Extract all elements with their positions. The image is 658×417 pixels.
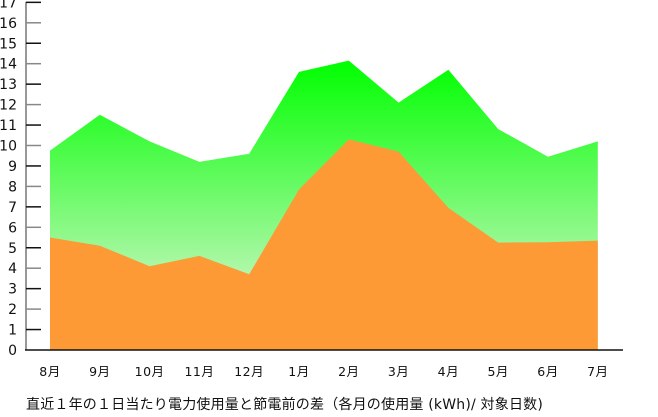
x-tick-label: 7月: [587, 364, 608, 379]
y-tick-label: 2: [8, 302, 17, 318]
x-tick-label: 11月: [184, 364, 214, 379]
x-tick-label: 4月: [438, 364, 459, 379]
y-tick-label: 12: [0, 98, 17, 114]
y-tick-label: 15: [0, 36, 17, 52]
area-recent-year: [50, 139, 598, 350]
y-tick-label: 13: [0, 77, 17, 93]
y-tick-label: 17: [0, 0, 17, 11]
x-tick-label: 9月: [89, 364, 110, 379]
y-tick-label: 7: [8, 200, 17, 216]
y-tick-label: 1: [8, 323, 17, 339]
y-tick-label: 9: [8, 159, 17, 175]
y-tick-label: 10: [0, 139, 17, 155]
x-axis: 8月 9月 10月 11月 12月 1月 2月 3月 4月 5月 6月 7月: [25, 349, 623, 379]
y-tick-label: 3: [8, 282, 17, 298]
y-tick-label: 4: [8, 261, 17, 277]
x-tick-label: 5月: [487, 364, 508, 379]
x-tick-label: 1月: [288, 364, 309, 379]
x-tick-label: 6月: [537, 364, 558, 379]
x-tick-label: 3月: [388, 364, 409, 379]
x-tick-label: 12月: [234, 364, 264, 379]
y-tick-label: 14: [0, 57, 17, 73]
x-tick-label: 2月: [338, 364, 359, 379]
y-tick-label: 0: [8, 343, 17, 359]
y-tick-label: 8: [8, 179, 17, 195]
x-tick-label: 8月: [39, 364, 60, 379]
x-tick-label: 10月: [135, 364, 165, 379]
chart-caption: 直近１年の１日当たり電力使用量と節電前の差（各月の使用量 (kWh)/ 対象日数…: [26, 397, 544, 413]
plot-areas: [50, 60, 598, 350]
y-tick-label: 5: [8, 241, 17, 257]
y-tick-label: 11: [0, 118, 17, 134]
y-tick-label: 6: [8, 220, 17, 236]
y-tick-label: 16: [0, 16, 17, 32]
